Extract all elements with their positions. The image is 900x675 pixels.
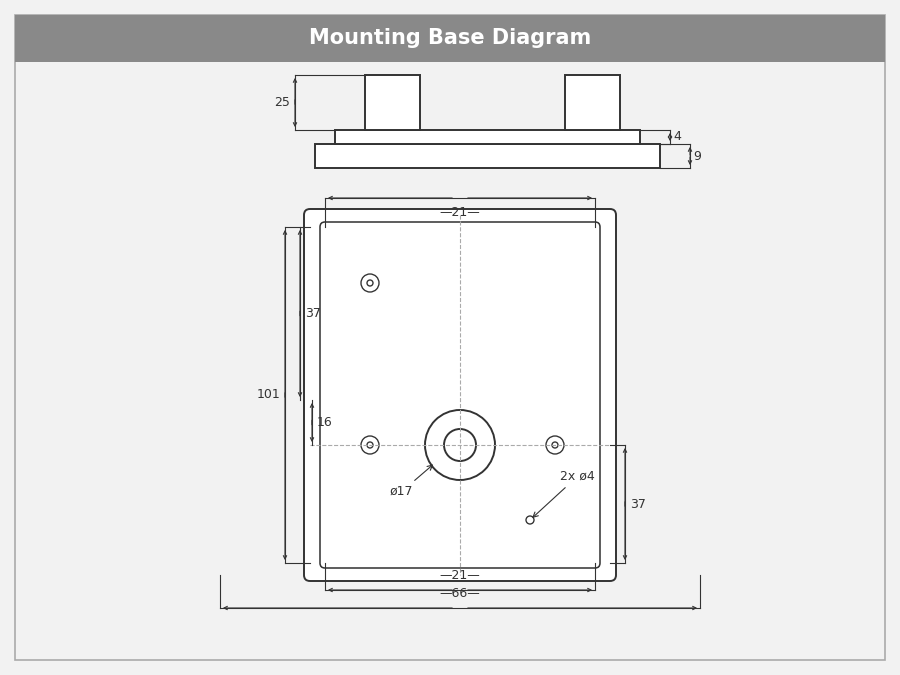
Text: —21—: —21— xyxy=(439,206,481,219)
FancyBboxPatch shape xyxy=(320,222,600,568)
Text: 37: 37 xyxy=(630,497,646,510)
FancyBboxPatch shape xyxy=(304,209,616,581)
Text: 4: 4 xyxy=(673,130,681,144)
Bar xyxy=(335,130,640,144)
Text: —66—: —66— xyxy=(439,587,481,600)
Text: 37: 37 xyxy=(305,307,321,320)
Bar xyxy=(565,75,620,130)
Text: 9: 9 xyxy=(693,149,701,163)
Text: ø17: ø17 xyxy=(390,465,433,498)
Bar xyxy=(365,75,420,130)
Text: 2x ø4: 2x ø4 xyxy=(533,470,595,517)
Text: 25: 25 xyxy=(274,95,290,109)
Text: Mounting Base Diagram: Mounting Base Diagram xyxy=(309,28,591,49)
Bar xyxy=(15,15,885,62)
Text: 16: 16 xyxy=(317,416,333,429)
Bar xyxy=(315,144,660,168)
Text: —21—: —21— xyxy=(439,569,481,582)
Text: 101: 101 xyxy=(256,389,280,402)
